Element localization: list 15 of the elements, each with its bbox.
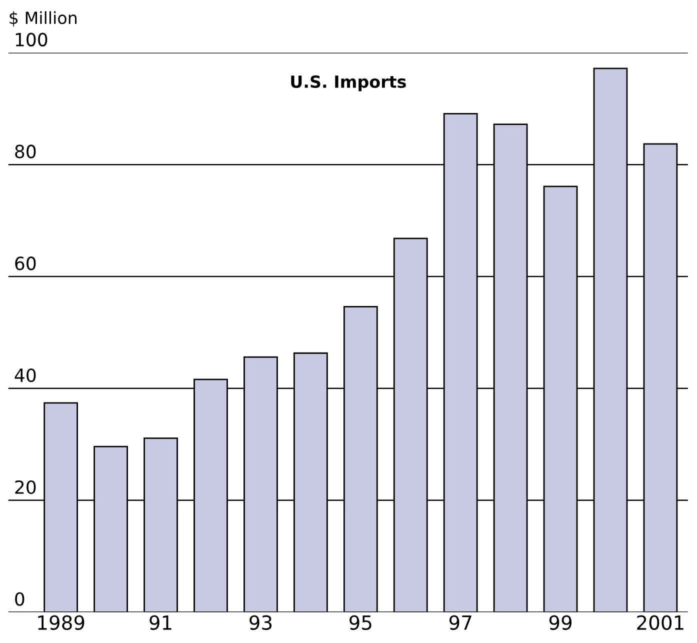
y-axis-title: $ Million <box>10 11 77 26</box>
y-tick-label: 20 <box>15 480 36 494</box>
y-tick-label: 80 <box>15 144 36 158</box>
y-tick-label: 40 <box>14 368 36 382</box>
x-tick-label: 91 <box>150 615 172 630</box>
x-tick-label: 93 <box>250 615 272 630</box>
y-tick-label: 60 <box>15 256 36 270</box>
x-tick-label: 99 <box>549 615 572 630</box>
x-tick-label: 1989 <box>38 615 84 630</box>
x-tick-label: 2001 <box>637 615 684 630</box>
y-tick-label: 0 <box>15 592 24 606</box>
text: U.S. Imports <box>291 75 406 92</box>
x-tick-label: 97 <box>449 615 472 630</box>
x-tick-label: 95 <box>349 615 372 630</box>
y-tick-label: 100 <box>16 32 48 46</box>
